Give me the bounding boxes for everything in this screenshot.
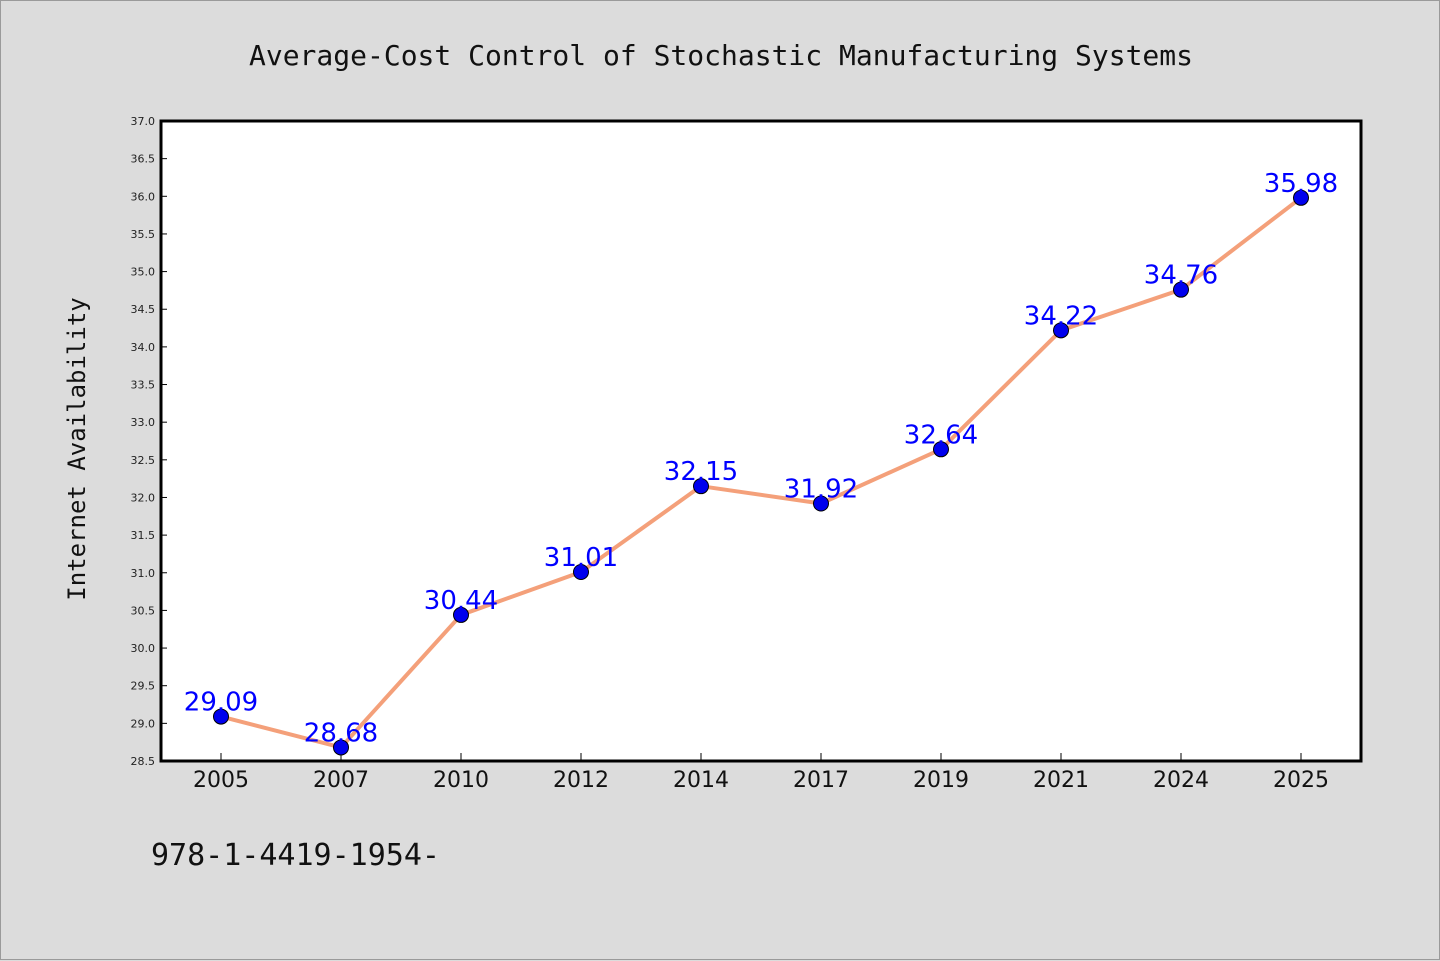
- y-tick-label: 28.5: [131, 755, 156, 768]
- data-label-2019: 32.64: [904, 420, 978, 450]
- data-label-2021: 34.22: [1024, 301, 1098, 331]
- chart-title: Average-Cost Control of Stochastic Manuf…: [249, 39, 1193, 72]
- x-tick-label: 2024: [1153, 768, 1209, 793]
- data-point-2025: [1293, 189, 1309, 206]
- x-tick-label: 2021: [1033, 768, 1089, 793]
- data-point-2017: [813, 495, 829, 512]
- data-label-2024: 34.76: [1144, 261, 1218, 291]
- x-tick-label: 2017: [793, 768, 849, 793]
- data-label-2017: 31.92: [784, 474, 858, 504]
- data-point-2014: [693, 478, 709, 495]
- x-tick-label: 2025: [1273, 768, 1329, 793]
- series-line: [219, 195, 1303, 750]
- data-point-2021: [1053, 322, 1069, 339]
- y-tick-label: 33.5: [131, 379, 156, 392]
- y-tick-label: 29.5: [131, 680, 156, 693]
- y-tick-label: 32.5: [131, 454, 156, 467]
- data-point-2007: [333, 739, 349, 756]
- y-tick-label: 34.0: [131, 341, 156, 354]
- y-tick-label: 35.0: [131, 266, 156, 279]
- x-tick-label: 2014: [673, 768, 729, 793]
- x-tick-label: 2019: [913, 768, 969, 793]
- series-line-group: [219, 195, 1303, 750]
- plot-area: [159, 119, 1363, 763]
- data-points: [213, 189, 1309, 756]
- data-label-2014: 32.15: [664, 457, 738, 487]
- data-label-2005: 29.09: [184, 688, 258, 718]
- x-tick-label: 2005: [193, 768, 249, 793]
- y-tick-label: 30.5: [131, 604, 156, 617]
- y-axis: 28.5 29.0 29.5 30.0 30.5 31.0 31.5 32.0 32.5 33.0…: [131, 115, 167, 768]
- y-tick-label: 37.0: [131, 115, 156, 128]
- y-tick-label: 34.5: [131, 303, 156, 316]
- data-point-2005: [213, 708, 229, 725]
- x-tick-label: 2007: [313, 768, 369, 793]
- y-tick-label: 30.0: [131, 642, 156, 655]
- y-tick-label: 36.0: [131, 190, 156, 203]
- x-axis: 2005 2007 2010 2012 2014 2017 2019 2021 2024 2025: [193, 753, 1329, 793]
- data-label-2025: 35.98: [1264, 169, 1338, 199]
- data-labels: 29.09 28.68 30.44 31.01 32.15 31.92 32.64 34.22…: [184, 169, 1338, 749]
- data-point-2010: [453, 606, 469, 623]
- y-tick-label: 35.5: [131, 228, 156, 241]
- data-label-2012: 31.01: [544, 543, 618, 573]
- data-point-2024: [1173, 281, 1189, 298]
- y-axis-label: Internet Availability: [63, 297, 91, 600]
- data-point-2012: [573, 564, 589, 581]
- y-tick-label: 33.0: [131, 416, 156, 429]
- data-label-2007: 28.68: [304, 718, 378, 748]
- data-point-2019: [933, 441, 949, 458]
- y-tick-label: 31.5: [131, 529, 156, 542]
- x-tick-label: 2010: [433, 768, 489, 793]
- x-tick-label: 2012: [553, 768, 609, 793]
- y-tick-label: 29.0: [131, 717, 156, 730]
- y-tick-label: 36.5: [131, 153, 156, 166]
- isbn-text: 978-1-4419-1954-: [151, 838, 440, 873]
- data-label-2010: 30.44: [424, 586, 498, 616]
- y-tick-label: 31.0: [131, 567, 156, 580]
- y-tick-label: 32.0: [131, 491, 156, 504]
